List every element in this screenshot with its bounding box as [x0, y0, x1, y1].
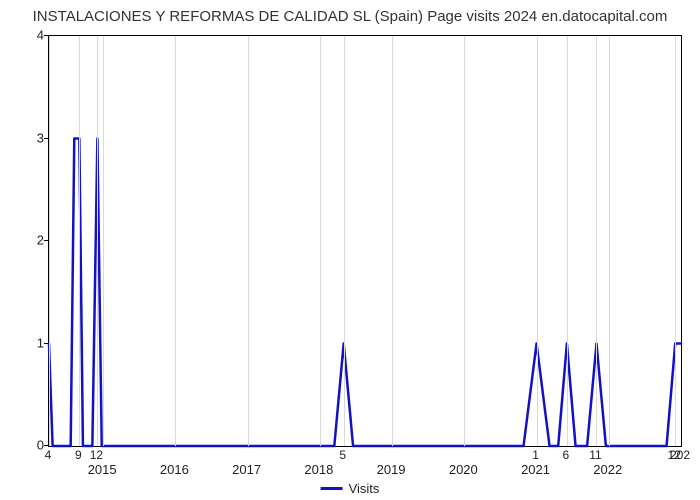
- line-series-svg: [49, 36, 681, 446]
- x-gridline: [175, 36, 176, 446]
- x-major-label: 2022: [593, 462, 622, 477]
- legend-swatch: [321, 487, 343, 490]
- x-major-label: 2017: [232, 462, 261, 477]
- x-gridline-minor: [344, 36, 345, 446]
- x-gridline: [103, 36, 104, 446]
- x-gridline: [392, 36, 393, 446]
- y-tick-label: 1: [24, 335, 44, 350]
- x-minor-label: 12: [90, 448, 103, 462]
- x-major-label: 2015: [88, 462, 117, 477]
- x-gridline-minor: [537, 36, 538, 446]
- y-tick-label: 0: [24, 438, 44, 453]
- x-gridline-minor: [675, 36, 676, 446]
- x-gridline: [609, 36, 610, 446]
- y-tick-label: 2: [24, 233, 44, 248]
- chart-title: INSTALACIONES Y REFORMAS DE CALIDAD SL (…: [0, 0, 700, 25]
- x-minor-label: 1: [532, 448, 539, 462]
- plot-area: [48, 35, 682, 447]
- x-minor-label: 5: [339, 448, 346, 462]
- y-tick-mark: [44, 343, 48, 344]
- x-major-label: 2016: [160, 462, 189, 477]
- x-minor-label: 202: [670, 448, 690, 462]
- x-gridline-minor: [596, 36, 597, 446]
- y-tick-mark: [44, 445, 48, 446]
- x-gridline-minor: [567, 36, 568, 446]
- y-tick-label: 4: [24, 28, 44, 43]
- chart-container: INSTALACIONES Y REFORMAS DE CALIDAD SL (…: [0, 0, 700, 500]
- x-gridline: [248, 36, 249, 446]
- y-tick-label: 3: [24, 130, 44, 145]
- y-tick-mark: [44, 138, 48, 139]
- x-major-label: 2021: [521, 462, 550, 477]
- x-gridline-minor: [79, 36, 80, 446]
- y-tick-mark: [44, 35, 48, 36]
- x-minor-label: 11: [589, 448, 601, 462]
- x-minor-label: 4: [45, 448, 52, 462]
- x-gridline: [464, 36, 465, 446]
- legend: Visits: [321, 481, 380, 496]
- x-minor-label: 9: [75, 448, 82, 462]
- x-major-label: 2018: [304, 462, 333, 477]
- x-minor-label: 6: [563, 448, 570, 462]
- x-major-label: 2019: [377, 462, 406, 477]
- x-gridline-minor: [49, 36, 50, 446]
- y-tick-mark: [44, 240, 48, 241]
- legend-label: Visits: [349, 481, 380, 496]
- x-major-label: 2020: [449, 462, 478, 477]
- x-gridline-minor: [97, 36, 98, 446]
- x-gridline: [320, 36, 321, 446]
